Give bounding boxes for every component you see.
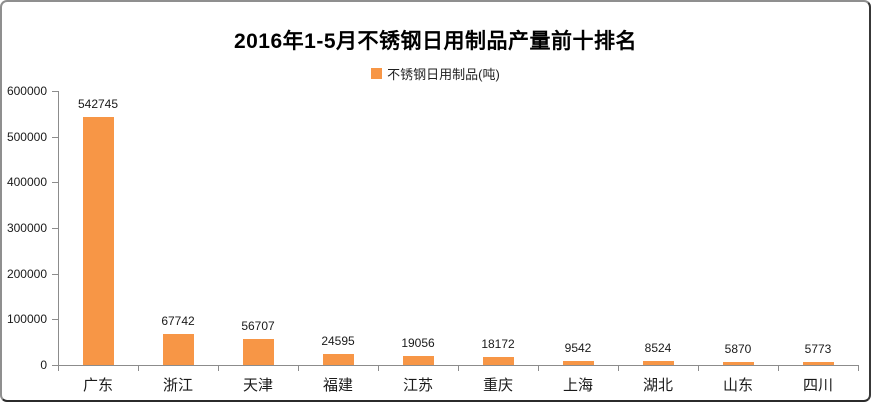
x-axis-tick — [298, 365, 299, 371]
y-axis-label: 400000 — [6, 175, 47, 189]
y-axis-tick — [52, 182, 58, 183]
x-axis-tick — [458, 365, 459, 371]
bar-value-label: 24595 — [321, 334, 355, 348]
legend: 不锈钢日用制品(吨) — [2, 64, 869, 83]
x-axis-label: 四川 — [802, 377, 833, 394]
bar — [722, 362, 754, 365]
bar — [322, 354, 354, 365]
bar-value-label: 9542 — [564, 341, 592, 355]
legend-label: 不锈钢日用制品(吨) — [387, 67, 500, 82]
x-axis-label: 湖北 — [642, 377, 673, 394]
bar-value-label: 5870 — [724, 342, 752, 356]
bar — [802, 362, 834, 365]
x-axis-tick — [538, 365, 539, 371]
bar — [562, 361, 594, 365]
y-axis-line — [58, 91, 59, 365]
y-axis-label: 300000 — [6, 221, 47, 235]
y-axis-tick — [52, 228, 58, 229]
bar-value-label: 67742 — [161, 314, 195, 328]
x-axis-label: 天津 — [242, 377, 273, 394]
y-axis-label: 200000 — [6, 267, 47, 281]
bar-value-label: 19056 — [401, 336, 435, 350]
bar — [482, 357, 514, 365]
y-axis-tick — [52, 319, 58, 320]
x-axis-label: 山东 — [722, 377, 753, 394]
bar — [242, 339, 274, 365]
y-axis-tick — [52, 137, 58, 138]
legend-marker-icon — [371, 68, 383, 79]
bar-value-label: 18172 — [481, 337, 515, 351]
y-axis-tick — [52, 365, 58, 366]
x-axis-label: 重庆 — [482, 377, 513, 394]
bar-value-label: 5773 — [804, 342, 832, 356]
x-axis-label: 浙江 — [162, 377, 193, 394]
x-axis-tick — [218, 365, 219, 371]
bar-value-label: 542745 — [77, 97, 119, 111]
x-axis-label: 上海 — [562, 377, 593, 394]
y-axis-label: 600000 — [6, 84, 47, 98]
y-axis-tick — [52, 274, 58, 275]
x-axis-label: 广东 — [82, 377, 113, 394]
x-axis-tick — [698, 365, 699, 371]
x-axis-tick — [858, 365, 859, 371]
bar — [162, 334, 194, 365]
x-axis-label: 福建 — [322, 377, 353, 394]
y-axis-label: 0 — [40, 358, 47, 372]
x-axis-tick — [378, 365, 379, 371]
x-axis-tick — [58, 365, 59, 371]
y-axis-tick — [52, 91, 58, 92]
y-axis-label: 100000 — [6, 312, 47, 326]
x-axis-tick — [778, 365, 779, 371]
x-axis-tick — [138, 365, 139, 371]
chart-title: 2016年1-5月不锈钢日用制品产量前十排名 — [233, 30, 638, 53]
x-axis-label: 江苏 — [402, 377, 433, 394]
bar-value-label: 8524 — [644, 341, 672, 355]
bar — [402, 356, 434, 365]
bar — [82, 117, 114, 365]
y-axis-label: 500000 — [6, 130, 47, 144]
x-axis-tick — [618, 365, 619, 371]
bar-value-label: 56707 — [241, 319, 275, 333]
bar — [642, 361, 674, 365]
